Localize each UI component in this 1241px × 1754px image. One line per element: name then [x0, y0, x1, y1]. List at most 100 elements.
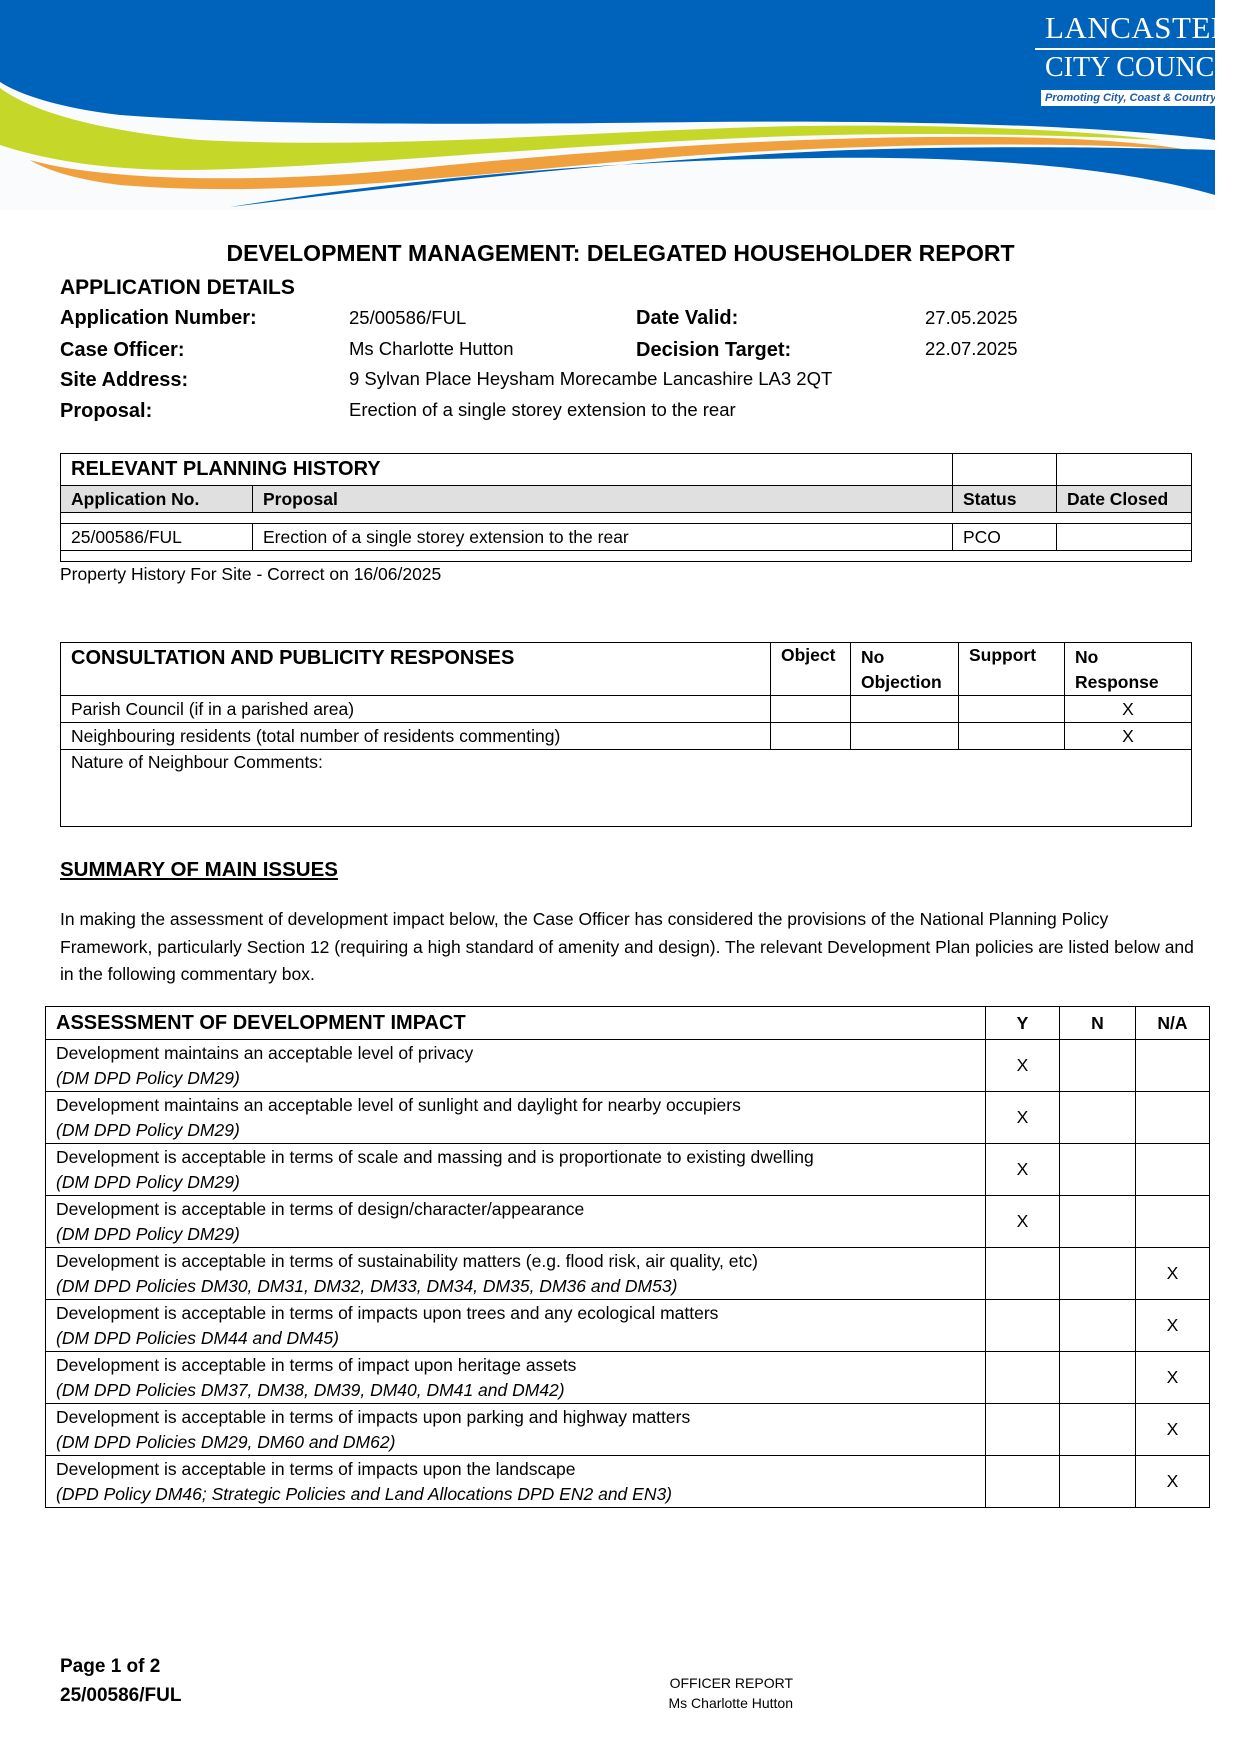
cell-no-objection — [850, 695, 959, 723]
cell-y — [985, 1403, 1060, 1456]
history-col-status: Status — [952, 485, 1057, 513]
cell-n — [1059, 1351, 1136, 1404]
criterion-policy: (DM DPD Policy DM29) — [56, 1067, 240, 1088]
assessment-table: ASSESSMENT OF DEVELOPMENT IMPACT Y N N/A… — [45, 1006, 1210, 1508]
cell-n — [1059, 1247, 1136, 1300]
history-status: PCO — [952, 523, 1057, 551]
table-row: Development is acceptable in terms of im… — [45, 1299, 1210, 1352]
assessment-criterion: Development is acceptable in terms of sc… — [45, 1143, 986, 1196]
table-row: 25/00586/FUL Erection of a single storey… — [60, 523, 1192, 551]
summary-heading: SUMMARY OF MAIN ISSUES — [60, 858, 338, 881]
consultee-label: Parish Council (if in a parished area) — [60, 695, 771, 723]
cell-y: X — [985, 1143, 1060, 1196]
cell-y — [985, 1455, 1060, 1508]
col-object: Object — [770, 642, 851, 696]
table-row: Parish Council (if in a parished area) X — [60, 695, 1192, 723]
logo-line-1: LANCASTER — [1035, 10, 1215, 50]
history-app-no: 25/00586/FUL — [60, 523, 253, 551]
consultation-table: CONSULTATION AND PUBLICITY RESPONSES Obj… — [60, 642, 1192, 827]
proposal-label: Proposal: — [60, 400, 153, 422]
cell-y — [985, 1351, 1060, 1404]
criterion-text: Development is acceptable in terms of im… — [56, 1406, 691, 1427]
cell-n — [1059, 1403, 1136, 1456]
cell-na: X — [1135, 1455, 1210, 1508]
cell-no-response: X — [1064, 722, 1192, 750]
cell-object — [770, 695, 851, 723]
assessment-criterion: Development is acceptable in terms of su… — [45, 1247, 986, 1300]
footer-officer: Ms Charlotte Hutton — [668, 1695, 794, 1711]
criterion-text: Development is acceptable in terms of im… — [56, 1458, 576, 1479]
neighbour-comments-label: Nature of Neighbour Comments: — [60, 749, 1192, 827]
criterion-policy: (DM DPD Policies DM29, DM60 and DM62) — [56, 1431, 396, 1452]
cell-n — [1059, 1091, 1136, 1144]
cell-y: X — [985, 1039, 1060, 1092]
history-note: Property History For Site - Correct on 1… — [60, 564, 442, 584]
assessment-criterion: Development is acceptable in terms of im… — [45, 1299, 986, 1352]
history-col-proposal: Proposal — [252, 485, 953, 513]
assessment-criterion: Development maintains an acceptable leve… — [45, 1039, 986, 1092]
summary-text: In making the assessment of development … — [60, 909, 1194, 984]
criterion-text: Development maintains an acceptable leve… — [56, 1042, 474, 1063]
cell-y: X — [985, 1195, 1060, 1248]
cell-support — [958, 722, 1065, 750]
col-no-response: No Response — [1064, 642, 1192, 696]
criterion-policy: (DM DPD Policy DM29) — [56, 1171, 240, 1192]
col-support: Support — [958, 642, 1065, 696]
table-row: Development is acceptable in terms of im… — [45, 1403, 1210, 1456]
date-valid: 27.05.2025 — [925, 307, 1018, 328]
criterion-text: Development maintains an acceptable leve… — [56, 1094, 741, 1115]
planning-history-table: RELEVANT PLANNING HISTORY Application No… — [60, 453, 1192, 562]
logo-tagline: Promoting City, Coast & Countryside — [1041, 90, 1215, 106]
site-address: 9 Sylvan Place Heysham Morecambe Lancash… — [349, 368, 833, 389]
cell-y — [985, 1299, 1060, 1352]
criterion-policy: (DM DPD Policy DM29) — [56, 1223, 240, 1244]
table-row: Development is acceptable in terms of sc… — [45, 1143, 1210, 1196]
cell-na: X — [1135, 1247, 1210, 1300]
cell-n — [1059, 1455, 1136, 1508]
cell-y: X — [985, 1091, 1060, 1144]
site-address-label: Site Address: — [60, 369, 189, 391]
council-logo: LANCASTER CITY COUNCIL Promoting City, C… — [1035, 10, 1215, 106]
assessment-heading: ASSESSMENT OF DEVELOPMENT IMPACT — [45, 1006, 986, 1040]
footer-reference: 25/00586/FUL — [60, 1685, 182, 1706]
table-row: Neighbouring residents (total number of … — [60, 722, 1192, 750]
cell-na — [1135, 1039, 1210, 1092]
col-y: Y — [985, 1006, 1060, 1040]
table-row: Development is acceptable in terms of im… — [45, 1351, 1210, 1404]
criterion-text: Development is acceptable in terms of im… — [56, 1302, 719, 1323]
logo-line-2: CITY COUNCIL — [1045, 52, 1215, 83]
application-number-label: Application Number: — [60, 307, 257, 329]
history-heading: RELEVANT PLANNING HISTORY — [60, 453, 953, 486]
table-row: Development is acceptable in terms of su… — [45, 1247, 1210, 1300]
criterion-policy: (DM DPD Policies DM44 and DM45) — [56, 1327, 339, 1348]
cell-na: X — [1135, 1351, 1210, 1404]
decision-target-label: Decision Target: — [636, 339, 792, 361]
date-valid-label: Date Valid: — [636, 307, 739, 329]
cell-support — [958, 695, 1065, 723]
table-row: Development maintains an acceptable leve… — [45, 1091, 1210, 1144]
decision-target: 22.07.2025 — [925, 338, 1018, 359]
history-col-date-closed: Date Closed — [1056, 485, 1192, 513]
header-banner: LANCASTER CITY COUNCIL Promoting City, C… — [0, 0, 1215, 210]
consultation-heading: CONSULTATION AND PUBLICITY RESPONSES — [60, 642, 771, 696]
report-title: DEVELOPMENT MANAGEMENT: DELEGATED HOUSEH… — [226, 240, 1015, 266]
proposal: Erection of a single storey extension to… — [349, 399, 736, 420]
table-row: Development is acceptable in terms of de… — [45, 1195, 1210, 1248]
col-na: N/A — [1135, 1006, 1210, 1040]
history-proposal: Erection of a single storey extension to… — [252, 523, 953, 551]
application-number: 25/00586/FUL — [349, 307, 467, 328]
col-no-objection: No Objection — [850, 642, 959, 696]
table-row: Development maintains an acceptable leve… — [45, 1039, 1210, 1092]
history-date-closed — [1056, 523, 1192, 551]
criterion-text: Development is acceptable in terms of sc… — [56, 1146, 814, 1167]
col-n: N — [1059, 1006, 1136, 1040]
cell-na: X — [1135, 1299, 1210, 1352]
criterion-policy: (DM DPD Policies DM37, DM38, DM39, DM40,… — [56, 1379, 565, 1400]
page-number: Page 1 of 2 — [60, 1656, 161, 1677]
cell-object — [770, 722, 851, 750]
criterion-policy: (DM DPD Policy DM29) — [56, 1119, 240, 1140]
cell-no-response: X — [1064, 695, 1192, 723]
table-row: Development is acceptable in terms of im… — [45, 1455, 1210, 1508]
assessment-criterion: Development is acceptable in terms of im… — [45, 1351, 986, 1404]
cell-n — [1059, 1039, 1136, 1092]
